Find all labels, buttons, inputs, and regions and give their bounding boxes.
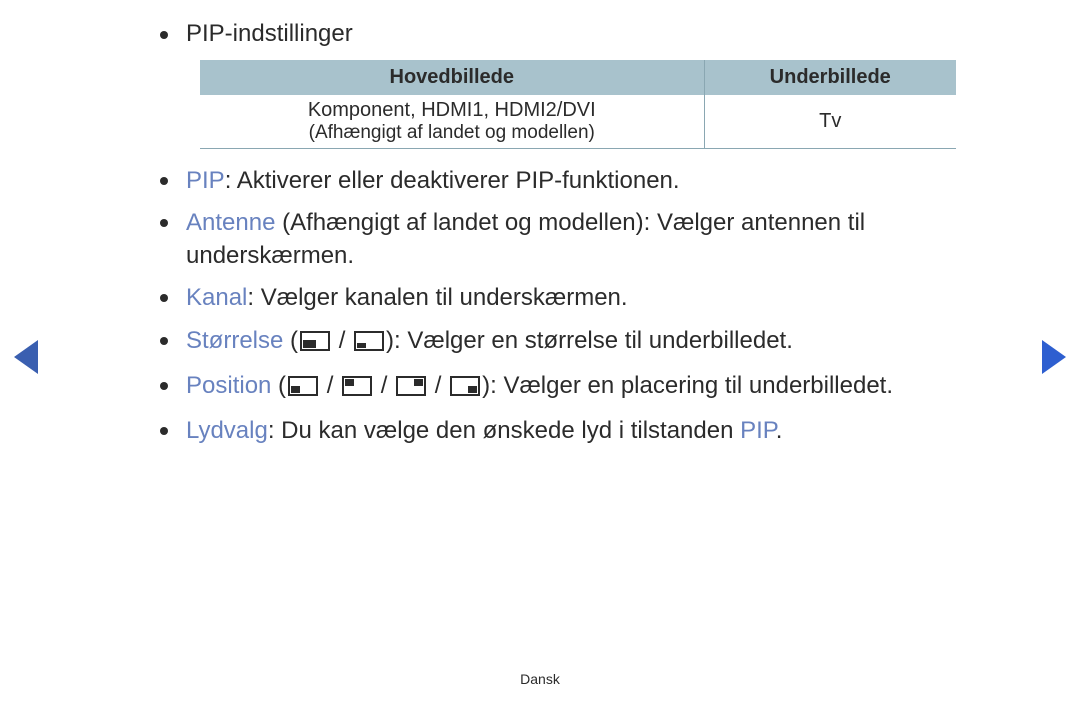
- pre-icons: (: [283, 327, 298, 354]
- table-header-sub: Underbillede: [704, 60, 956, 95]
- table-header-main: Hovedbillede: [200, 60, 704, 95]
- keyword: Kanal: [186, 284, 247, 311]
- section-title-row: PIP-indstillinger: [60, 20, 1020, 48]
- keyword: PIP: [186, 167, 225, 194]
- pos-bl-icon: [288, 373, 318, 405]
- table-cell-main-line2: (Afhængigt af landet og modellen): [210, 122, 694, 144]
- list-text: Lydvalg: Du kan vælge den ønskede lyd i …: [186, 415, 782, 447]
- bullet-icon: [160, 337, 168, 345]
- keyword: Position: [186, 372, 271, 399]
- nav-next-arrow[interactable]: [1042, 340, 1066, 379]
- list-item: Lydvalg: Du kan vælge den ønskede lyd i …: [160, 415, 1020, 447]
- page: PIP-indstillinger Hovedbillede Underbill…: [0, 0, 1080, 705]
- table-cell-main-line1: Komponent, HDMI1, HDMI2/DVI: [210, 99, 694, 122]
- nav-prev-arrow[interactable]: [14, 340, 38, 379]
- table-header-row: Hovedbillede Underbillede: [200, 60, 956, 95]
- keyword: Antenne: [186, 209, 275, 236]
- post-icons: ): Vælger en placering til underbilledet…: [482, 372, 893, 399]
- rest-text: (Afhængigt af landet og modellen): Vælge…: [186, 209, 865, 268]
- pos-tr-icon: [396, 373, 426, 405]
- bullet-icon: [160, 177, 168, 185]
- list-text: Position ( / / / ): Vælger en placering …: [186, 370, 893, 405]
- table-cell-main: Komponent, HDMI1, HDMI2/DVI (Afhængigt a…: [200, 95, 704, 149]
- bullet-icon: [160, 31, 168, 39]
- sep-text: /: [374, 372, 394, 399]
- list-text: Antenne (Afhængigt af landet og modellen…: [186, 207, 1020, 272]
- keyword: Lydvalg: [186, 417, 268, 444]
- bullet-icon: [160, 219, 168, 227]
- rest-text: : Vælger kanalen til underskærmen.: [247, 284, 627, 311]
- section-title: PIP-indstillinger: [186, 20, 353, 48]
- sep-text: /: [320, 372, 340, 399]
- pos-tl-icon: [342, 373, 372, 405]
- bullet-list: PIP: Aktiverer eller deaktiverer PIP-fun…: [60, 165, 1020, 448]
- bullet-icon: [160, 427, 168, 435]
- list-item: PIP: Aktiverer eller deaktiverer PIP-fun…: [160, 165, 1020, 197]
- table-row: Komponent, HDMI1, HDMI2/DVI (Afhængigt a…: [200, 95, 956, 149]
- list-text: PIP: Aktiverer eller deaktiverer PIP-fun…: [186, 165, 680, 197]
- pip-table: Hovedbillede Underbillede Komponent, HDM…: [200, 60, 956, 149]
- list-item: Position ( / / / ): Vælger en placering …: [160, 370, 1020, 405]
- rest-after: .: [776, 417, 783, 444]
- keyword-trailing: PIP: [740, 417, 776, 444]
- list-text: Størrelse ( / ): Vælger en størrelse til…: [186, 325, 793, 360]
- list-text: Kanal: Vælger kanalen til underskærmen.: [186, 282, 628, 314]
- footer-language: Dansk: [0, 671, 1080, 687]
- pos-br-icon: [450, 373, 480, 405]
- size-small-icon: [354, 328, 384, 360]
- table-cell-sub: Tv: [704, 95, 956, 149]
- sep-text: /: [428, 372, 448, 399]
- post-icons: ): Vælger en størrelse til underbilledet…: [386, 327, 793, 354]
- keyword: Størrelse: [186, 327, 283, 354]
- content-area: PIP-indstillinger Hovedbillede Underbill…: [60, 20, 1020, 448]
- bullet-icon: [160, 294, 168, 302]
- list-item: Størrelse ( / ): Vælger en størrelse til…: [160, 325, 1020, 360]
- list-item: Kanal: Vælger kanalen til underskærmen.: [160, 282, 1020, 314]
- rest-before: : Du kan vælge den ønskede lyd i tilstan…: [268, 417, 740, 444]
- sep-text: /: [332, 327, 352, 354]
- pre-icons: (: [271, 372, 286, 399]
- bullet-icon: [160, 382, 168, 390]
- rest-text: : Aktiverer eller deaktiverer PIP-funkti…: [225, 167, 680, 194]
- size-large-icon: [300, 328, 330, 360]
- list-item: Antenne (Afhængigt af landet og modellen…: [160, 207, 1020, 272]
